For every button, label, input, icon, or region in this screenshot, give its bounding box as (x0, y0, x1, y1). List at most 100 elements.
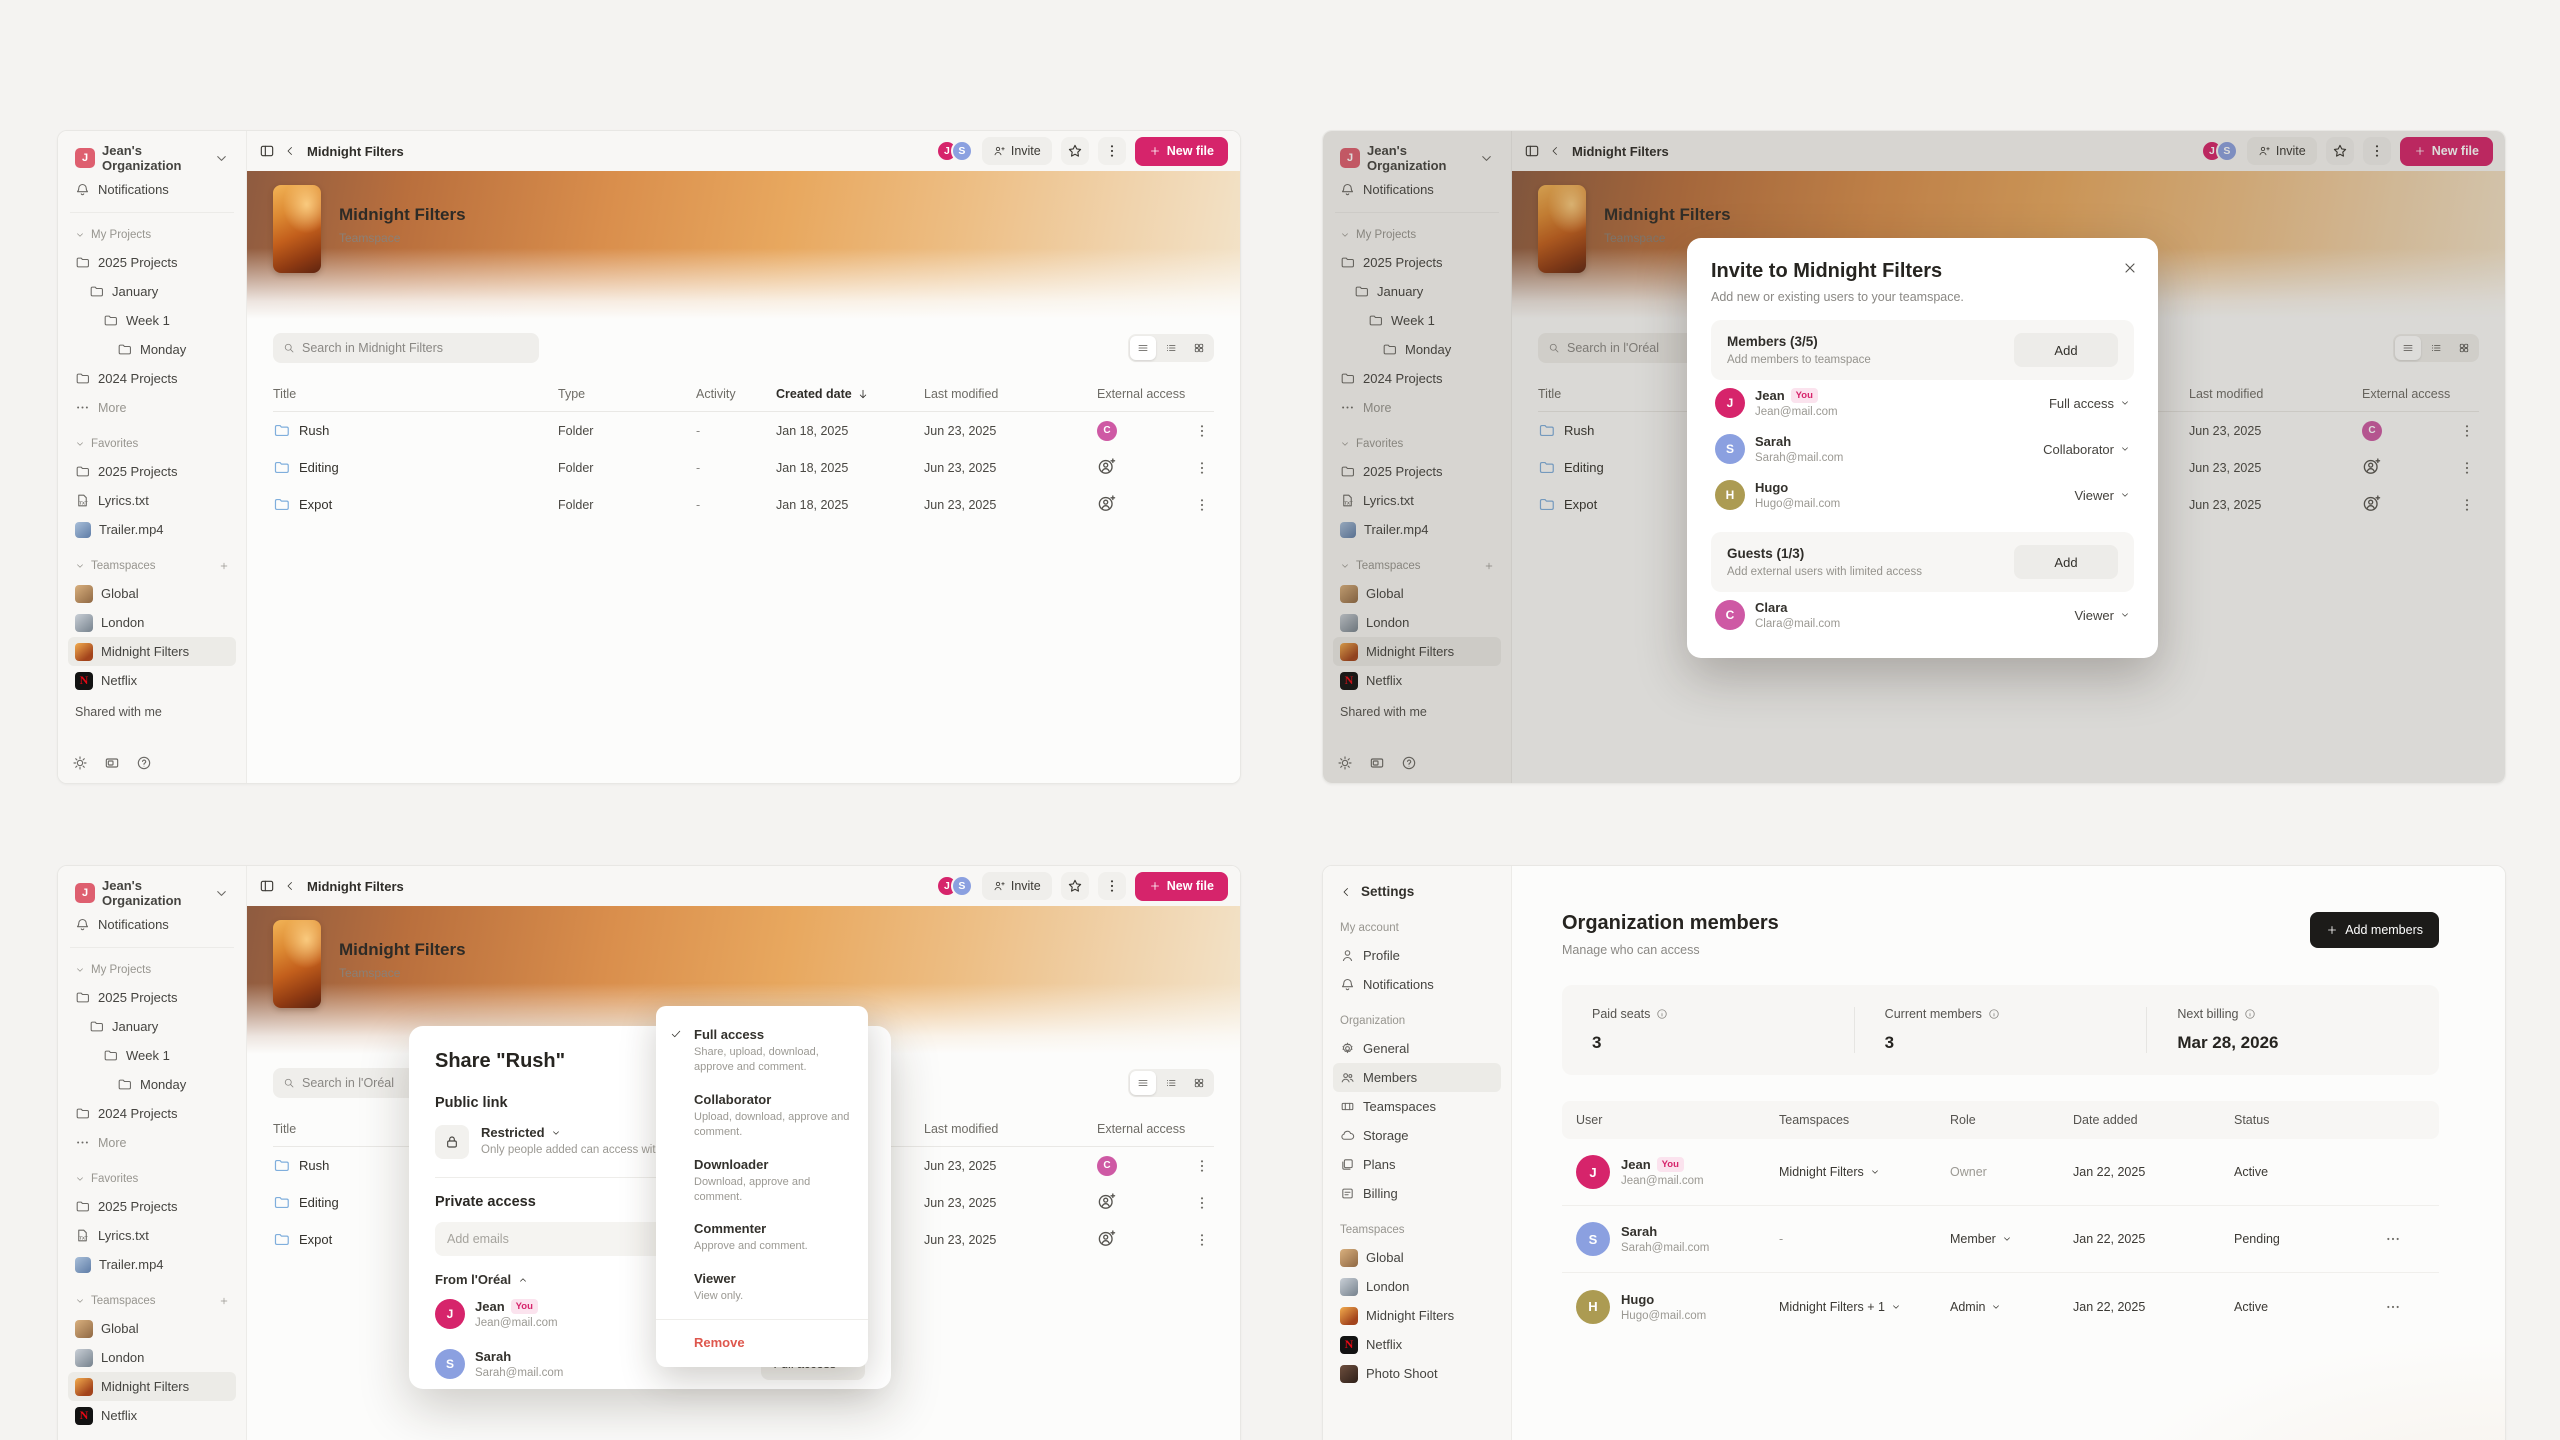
add-members-button[interactable]: Add (2014, 333, 2118, 367)
invite-button[interactable]: Invite (981, 137, 1052, 165)
favorite-star-button[interactable] (1060, 137, 1089, 165)
sidebar-item-teamspace[interactable]: Global (1333, 1243, 1501, 1272)
col-title[interactable]: Title (273, 387, 297, 401)
role-select[interactable]: Member (1950, 1232, 2073, 1246)
sidebar-item-teamspace[interactable]: N Netflix (68, 666, 236, 695)
sidebar-item-more[interactable]: More (1333, 393, 1501, 422)
sidebar-item-folder[interactable]: January (1333, 277, 1501, 306)
sidebar-item-favorite[interactable]: 2025 Projects (68, 1192, 236, 1221)
teamspaces-select[interactable]: Midnight Filters + 1 (1779, 1300, 1950, 1314)
sidebar-item-general[interactable]: General (1333, 1034, 1501, 1063)
view-detailed-list-button[interactable] (2395, 336, 2421, 360)
section-favorites[interactable]: Favorites (1333, 431, 1501, 457)
sidebar-item-teamspace[interactable]: Midnight Filters (1333, 1301, 1501, 1330)
sidebar-item-favorite[interactable]: Trailer.mp4 (1333, 515, 1501, 544)
sidebar-item-teamspace[interactable]: N Netflix (1333, 666, 1501, 695)
sidebar-item-teamspace-active[interactable]: Midnight Filters (68, 637, 236, 666)
view-grid-button[interactable] (1186, 336, 1212, 360)
member-table-row[interactable]: S Sarah Sarah@mail.com - Member Jan 22, … (1562, 1206, 2439, 1273)
sidebar-item-favorite[interactable]: 2025 Projects (1333, 457, 1501, 486)
sidebar-item-notifications[interactable]: Notifications (68, 910, 236, 939)
col-title[interactable]: Title (273, 1122, 297, 1136)
view-grid-button[interactable] (1186, 1071, 1212, 1095)
new-file-button[interactable]: New file (1134, 871, 1228, 901)
external-guest-avatar[interactable]: C (1097, 1155, 1117, 1176)
sidebar-item-storage[interactable]: Storage (1333, 1121, 1501, 1150)
section-teamspaces[interactable]: Teamspaces (68, 553, 236, 579)
menu-item-remove[interactable]: Remove (694, 1335, 745, 1351)
row-menu-button[interactable] (1190, 1232, 1214, 1248)
favorite-star-button[interactable] (2325, 137, 2354, 165)
table-row[interactable]: Expot Folder - Jan 18, 2025 Jun 23, 2025 (273, 486, 1214, 523)
sidebar-item-more[interactable]: More (68, 393, 236, 422)
sidebar-item-teamspace[interactable]: N Netflix (1333, 1330, 1501, 1359)
sidebar-item-teamspace[interactable]: London (68, 608, 236, 637)
sidebar-item-members-active[interactable]: Members (1333, 1063, 1501, 1092)
sidebar-item-favorite[interactable]: Trailer.mp4 (68, 515, 236, 544)
sidebar-item-folder[interactable]: Week 1 (68, 306, 236, 335)
avatar-stack[interactable]: J S (935, 140, 973, 162)
new-file-button[interactable]: New file (1134, 136, 1228, 166)
view-detailed-list-button[interactable] (1130, 1071, 1156, 1095)
menu-item-collaborator[interactable]: Collaborator Upload, download, approve a… (694, 1091, 850, 1139)
sidebar-item-folder[interactable]: Week 1 (68, 1041, 236, 1070)
col-last-modified[interactable]: Last modified (924, 387, 999, 401)
col-external-access[interactable]: External access (2362, 387, 2451, 401)
section-my-projects[interactable]: My Projects (68, 222, 236, 248)
role-select[interactable]: Viewer (2074, 488, 2130, 503)
sidebar-item-teamspace-active[interactable]: Midnight Filters (1333, 637, 1501, 666)
row-menu-button[interactable] (2384, 1231, 2401, 1247)
search-box[interactable] (273, 333, 539, 363)
col-external-access[interactable]: External access (1097, 1122, 1186, 1136)
row-menu-button[interactable] (1190, 423, 1214, 439)
add-members-button[interactable]: Add members (2310, 912, 2439, 948)
external-guest-avatar[interactable]: C (1097, 420, 1117, 441)
back-icon[interactable] (284, 880, 296, 892)
sidebar-item-notifications[interactable]: Notifications (1333, 970, 1501, 999)
sidebar-item-teamspace[interactable]: Global (1333, 579, 1501, 608)
col-title[interactable]: Title (1538, 387, 1562, 401)
teamspaces-select[interactable]: Midnight Filters (1779, 1165, 1950, 1179)
role-select[interactable]: Full access (2049, 396, 2130, 411)
sidebar-item-folder[interactable]: 2024 Projects (68, 364, 236, 393)
org-switcher[interactable]: J Jean's Organization (68, 141, 236, 175)
link-permission-select[interactable]: Restricted (481, 1125, 703, 1140)
sidebar-item-teamspace[interactable]: Global (68, 1314, 236, 1343)
card-icon[interactable] (104, 755, 120, 771)
menu-item-commenter[interactable]: Commenter Approve and comment. (694, 1221, 808, 1253)
col-last-modified[interactable]: Last modified (2189, 387, 2264, 401)
favorite-star-button[interactable] (1060, 872, 1089, 900)
sidebar-item-folder[interactable]: 2024 Projects (68, 1099, 236, 1128)
section-my-projects[interactable]: My Projects (1333, 222, 1501, 248)
row-menu-button[interactable] (1190, 497, 1214, 513)
sidebar-item-notifications[interactable]: Notifications (68, 175, 236, 204)
sidebar-item-folder[interactable]: 2024 Projects (1333, 364, 1501, 393)
section-teamspaces[interactable]: Teamspaces (68, 1288, 236, 1314)
sidebar-item-favorite[interactable]: Trailer.mp4 (68, 1250, 236, 1279)
section-teamspaces[interactable]: Teamspaces (1333, 553, 1501, 579)
close-button[interactable] (2122, 260, 2138, 281)
add-guest-icon[interactable] (1097, 1229, 1116, 1248)
section-favorites[interactable]: Favorites (68, 431, 236, 457)
add-guest-icon[interactable] (1097, 494, 1116, 513)
add-guest-icon[interactable] (1097, 1192, 1116, 1211)
col-external-access[interactable]: External access (1097, 387, 1186, 401)
row-menu-button[interactable] (1190, 1195, 1214, 1211)
sidebar-item-teamspace[interactable]: London (1333, 1272, 1501, 1301)
sidebar-item-folder[interactable]: 2025 Projects (68, 248, 236, 277)
sidebar-item-favorite[interactable]: Lyrics.txt (68, 486, 236, 515)
row-menu-button[interactable] (1190, 460, 1214, 476)
sidebar-item-shared-with-me[interactable]: Shared with me (1333, 705, 1501, 719)
sidebar-item-notifications[interactable]: Notifications (1333, 175, 1501, 204)
sidebar-toggle-icon[interactable] (259, 143, 275, 159)
table-row[interactable]: Editing Folder - Jan 18, 2025 Jun 23, 20… (273, 449, 1214, 486)
sidebar-item-folder[interactable]: Monday (68, 1070, 236, 1099)
row-menu-button[interactable] (2384, 1299, 2401, 1315)
from-group-toggle[interactable]: From l'Oréal (435, 1272, 865, 1287)
role-select[interactable]: Admin (1950, 1300, 2073, 1314)
sidebar-item-folder[interactable]: 2025 Projects (1333, 248, 1501, 277)
col-created-date[interactable]: Created date (776, 387, 924, 401)
new-file-button[interactable]: New file (2399, 136, 2493, 166)
info-icon[interactable] (2244, 1008, 2256, 1020)
role-select[interactable]: Viewer (2074, 608, 2130, 623)
